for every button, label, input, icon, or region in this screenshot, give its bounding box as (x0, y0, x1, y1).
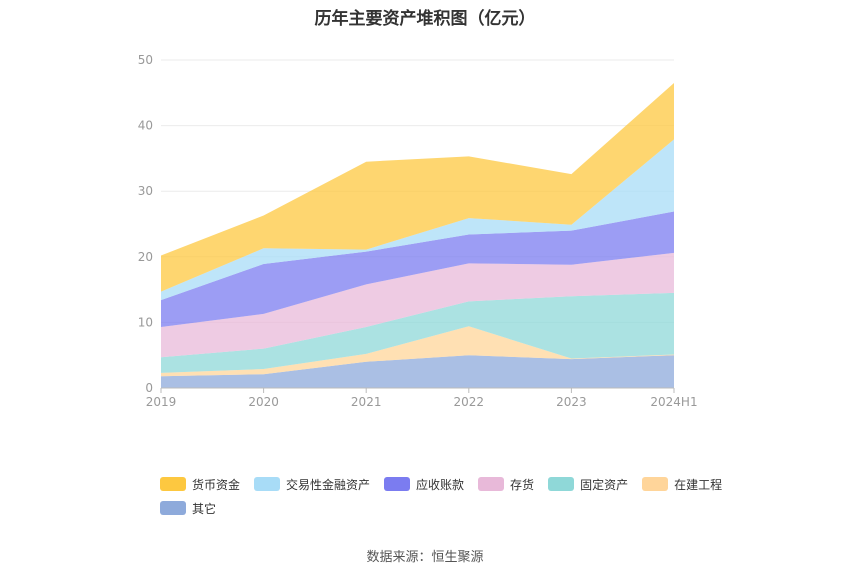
data-source: 数据来源：恒生聚源 (366, 550, 484, 565)
legend-item[interactable]: 其它 (160, 496, 216, 520)
legend-swatch (642, 477, 669, 491)
legend-item[interactable]: 交易性金融资产 (254, 472, 370, 496)
area-series-0 (161, 355, 674, 388)
area-series-2 (161, 292, 674, 373)
y-tick-label: 0 (145, 381, 153, 395)
legend-item[interactable]: 应收账款 (384, 472, 464, 496)
legend-item[interactable]: 固定资产 (548, 472, 628, 496)
y-tick-label: 50 (138, 53, 153, 67)
x-tick-label: 2021 (351, 395, 382, 409)
legend-label: 在建工程 (674, 477, 723, 492)
legend-label: 存货 (510, 477, 535, 492)
legend-label: 货币资金 (192, 477, 241, 492)
area-series-6 (161, 83, 674, 292)
x-tick-label: 2022 (454, 395, 485, 409)
legend-label: 应收账款 (416, 477, 465, 492)
legend-swatch (478, 477, 505, 491)
chart-title: 历年主要资产堆积图（亿元） (314, 9, 536, 29)
legend-item[interactable]: 在建工程 (642, 472, 722, 496)
legend-item[interactable]: 货币资金 (160, 472, 240, 496)
x-tick-label: 2024H1 (650, 395, 697, 409)
legend-swatch (160, 501, 186, 515)
legend-label: 固定资产 (580, 477, 629, 492)
area-series-3 (161, 252, 674, 358)
x-tick-label: 2020 (248, 395, 279, 409)
y-tick-label: 30 (138, 184, 153, 198)
y-tick-label: 40 (138, 119, 153, 133)
legend-swatch (254, 477, 281, 491)
legend-item[interactable]: 存货 (478, 472, 534, 496)
legend-label: 交易性金融资产 (286, 477, 371, 492)
x-tick-label: 2023 (556, 395, 587, 409)
y-tick-label: 10 (138, 315, 153, 329)
legend-swatch (384, 477, 411, 491)
stacked-area-chart: 0 10 20 30 40 50 2019 2020 2021 2022 2023 2024H1 (138, 53, 698, 409)
legend-swatch (160, 477, 186, 491)
area-series-1 (161, 326, 674, 377)
legend-swatch (548, 477, 575, 491)
legend-label: 其它 (192, 501, 217, 516)
x-tick-label: 2019 (146, 395, 177, 409)
chart-legend: 货币资金 交易性金融资产 应收账款 存货 固定资产 在建工程其它 (160, 472, 760, 520)
y-tick-label: 20 (138, 250, 153, 264)
area-series-5 (161, 139, 674, 301)
area-series-4 (161, 211, 674, 327)
